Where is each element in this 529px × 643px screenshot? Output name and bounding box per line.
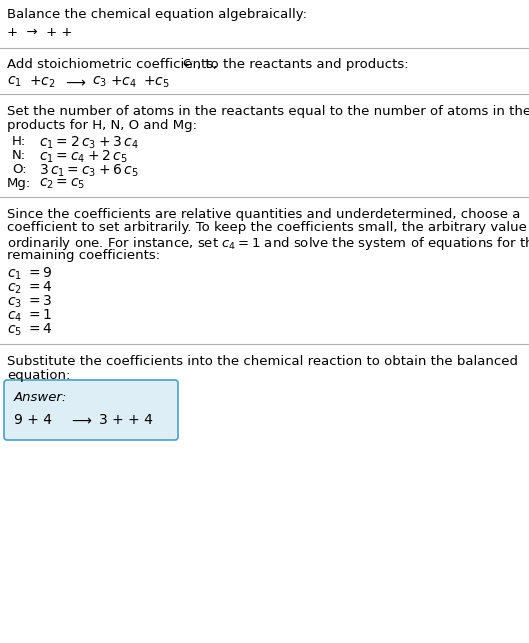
Text: $c_2 = c_5$: $c_2 = c_5$ xyxy=(39,177,85,192)
Text: $c_1 = c_4 + 2\,c_5$: $c_1 = c_4 + 2\,c_5$ xyxy=(39,149,127,165)
Text: $c_i$: $c_i$ xyxy=(182,58,194,71)
Text: $c_1 = 2\,c_3 + 3\,c_4$: $c_1 = 2\,c_3 + 3\,c_4$ xyxy=(39,135,139,151)
Text: $\longrightarrow$: $\longrightarrow$ xyxy=(63,75,87,89)
Text: Set the number of atoms in the reactants equal to the number of atoms in the: Set the number of atoms in the reactants… xyxy=(7,105,529,118)
Text: Substitute the coefficients into the chemical reaction to obtain the balanced: Substitute the coefficients into the che… xyxy=(7,355,518,368)
Text: H:: H: xyxy=(12,135,26,148)
Text: $c_2$ $= 4$: $c_2$ $= 4$ xyxy=(7,280,53,296)
Text: Answer:: Answer: xyxy=(14,391,67,404)
Text: +  →  + +: + → + + xyxy=(7,26,72,39)
Text: remaining coefficients:: remaining coefficients: xyxy=(7,248,160,262)
Text: $3\,c_1 = c_3 + 6\,c_5$: $3\,c_1 = c_3 + 6\,c_5$ xyxy=(39,163,139,179)
Text: $c_5$ $= 4$: $c_5$ $= 4$ xyxy=(7,322,53,338)
Text: , to the reactants and products:: , to the reactants and products: xyxy=(197,58,408,71)
Text: coefficient to set arbitrarily. To keep the coefficients small, the arbitrary va: coefficient to set arbitrarily. To keep … xyxy=(7,221,529,235)
Text: equation:: equation: xyxy=(7,369,70,382)
Text: $c_3$ $= 3$: $c_3$ $= 3$ xyxy=(7,294,52,311)
Text: $+c_2$: $+c_2$ xyxy=(29,75,56,91)
Text: $c_1$ $= 9$: $c_1$ $= 9$ xyxy=(7,266,52,282)
Text: Mg:: Mg: xyxy=(7,177,31,190)
Text: $c_4$ $= 1$: $c_4$ $= 1$ xyxy=(7,308,52,325)
Text: ordinarily one. For instance, set $c_4 = 1$ and solve the system of equations fo: ordinarily one. For instance, set $c_4 =… xyxy=(7,235,529,252)
Text: Balance the chemical equation algebraically:: Balance the chemical equation algebraica… xyxy=(7,8,307,21)
Text: 9 + 4: 9 + 4 xyxy=(14,413,52,427)
FancyBboxPatch shape xyxy=(4,380,178,440)
Text: N:: N: xyxy=(12,149,26,162)
Text: products for H, N, O and Mg:: products for H, N, O and Mg: xyxy=(7,119,197,132)
Text: $+c_5$: $+c_5$ xyxy=(143,75,170,91)
Text: $\longrightarrow$: $\longrightarrow$ xyxy=(69,413,93,427)
Text: Add stoichiometric coefficients,: Add stoichiometric coefficients, xyxy=(7,58,222,71)
Text: 3 + + 4: 3 + + 4 xyxy=(99,413,153,427)
Text: $+c_4$: $+c_4$ xyxy=(110,75,137,91)
Text: $c_1$: $c_1$ xyxy=(7,75,22,89)
Text: O:: O: xyxy=(12,163,26,176)
Text: Since the coefficients are relative quantities and underdetermined, choose a: Since the coefficients are relative quan… xyxy=(7,208,521,221)
Text: $c_3$: $c_3$ xyxy=(92,75,107,89)
